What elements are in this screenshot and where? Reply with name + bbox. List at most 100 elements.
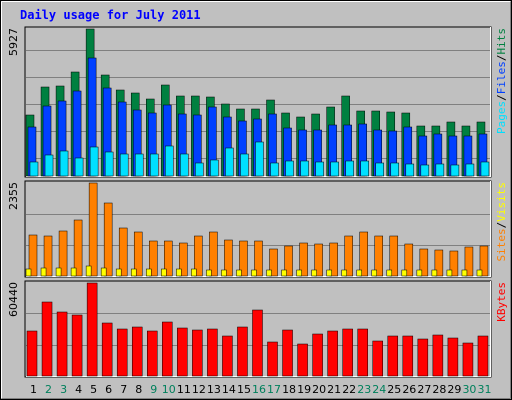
- day-label-5: 5: [90, 383, 97, 396]
- day-label-20: 20: [312, 383, 326, 396]
- bar-sites-day-10: [164, 240, 173, 277]
- bar-kbytes-day-11: [177, 327, 188, 377]
- bar-visits-day-14: [221, 269, 227, 277]
- bar-pages-day-19: [300, 160, 309, 177]
- legend-hits: Hits: [495, 28, 508, 55]
- day-label-31: 31: [477, 383, 491, 396]
- bar-pages-day-22: [345, 160, 354, 177]
- bar-sites-day-13: [209, 231, 218, 277]
- bar-sites-day-18: [284, 245, 293, 277]
- bar-sites-day-20: [314, 243, 323, 277]
- day-label-23: 23: [357, 383, 371, 396]
- bar-kbytes-day-1: [26, 330, 38, 377]
- bar-pages-day-28: [435, 163, 445, 177]
- legend-visits: Visits: [495, 182, 508, 222]
- bar-visits-day-1: [25, 268, 32, 277]
- series-legend: KBytes: [495, 282, 508, 322]
- bar-visits-day-23: [356, 269, 362, 277]
- bar-kbytes-day-6: [101, 322, 113, 377]
- bar-pages-day-30: [465, 163, 475, 177]
- bar-pages-day-13: [210, 159, 219, 177]
- panels-group: 5927Pages/Files/Hits2355Sites/Visits6044…: [7, 26, 508, 378]
- bar-sites-day-9: [149, 240, 158, 277]
- bar-sites-day-5: [88, 182, 98, 277]
- bar-pages-day-24: [375, 162, 384, 177]
- series-legend: Pages/Files/Hits: [495, 28, 508, 134]
- bar-visits-day-26: [401, 269, 408, 277]
- day-label-8: 8: [135, 383, 142, 396]
- bar-kbytes-day-25: [387, 335, 399, 377]
- panel-kbytes: 60440 KBytes: [7, 280, 508, 378]
- bar-kbytes-day-2: [41, 301, 53, 377]
- day-label-18: 18: [282, 383, 296, 396]
- bar-kbytes-day-23: [357, 328, 368, 377]
- bar-kbytes-day-17: [267, 341, 278, 377]
- legend-separator: /: [495, 222, 508, 229]
- bar-pages-day-21: [330, 161, 339, 177]
- bar-kbytes-day-31: [477, 335, 489, 377]
- day-label-2: 2: [45, 383, 52, 396]
- bar-pages-day-27: [420, 164, 430, 177]
- bar-kbytes-day-12: [192, 329, 203, 377]
- bar-visits-day-29: [446, 269, 453, 277]
- bar-sites-day-29: [449, 250, 459, 277]
- bar-pages-day-3: [59, 150, 69, 177]
- bar-kbytes-day-24: [372, 340, 383, 377]
- bar-sites-day-30: [464, 246, 474, 277]
- bar-visits-day-22: [341, 269, 347, 277]
- bar-sites-day-23: [359, 231, 368, 277]
- bar-visits-day-12: [191, 268, 197, 277]
- legend-files: Files: [495, 61, 508, 94]
- bar-visits-day-28: [431, 269, 438, 277]
- bar-sites-day-28: [434, 249, 444, 277]
- bar-sites-day-8: [133, 231, 143, 277]
- bar-visits-day-8: [130, 268, 137, 277]
- bar-pages-day-20: [315, 161, 324, 177]
- bar-kbytes-day-7: [116, 328, 128, 377]
- bar-pages-day-16: [255, 141, 264, 177]
- day-label-17: 17: [267, 383, 281, 396]
- bar-visits-day-25: [386, 269, 393, 277]
- bar-pages-day-5: [89, 146, 99, 177]
- day-label-4: 4: [75, 383, 82, 396]
- bar-pages-day-15: [240, 153, 249, 177]
- bar-sites-day-27: [419, 248, 429, 277]
- day-label-27: 27: [417, 383, 431, 396]
- day-label-21: 21: [327, 383, 341, 396]
- bar-visits-day-6: [100, 267, 107, 277]
- bar-kbytes-day-10: [162, 321, 173, 377]
- bar-sites-day-1: [28, 234, 38, 277]
- bar-sites-day-3: [58, 230, 68, 277]
- bar-visits-day-4: [70, 267, 77, 277]
- chart-title: Daily usage for July 2011: [20, 8, 201, 22]
- bar-sites-day-6: [103, 202, 113, 277]
- bar-kbytes-day-30: [462, 342, 474, 377]
- bar-pages-day-26: [405, 163, 415, 177]
- bar-kbytes-day-14: [222, 335, 233, 377]
- bar-kbytes-day-9: [147, 330, 158, 377]
- bar-kbytes-day-5: [86, 282, 98, 377]
- day-label-14: 14: [222, 383, 236, 396]
- day-label-25: 25: [387, 383, 401, 396]
- panel-visits-sites: 2355 Sites/Visits: [7, 180, 508, 278]
- bar-sites-day-24: [374, 235, 383, 277]
- bar-visits-day-7: [115, 268, 122, 277]
- bar-pages-day-29: [450, 164, 460, 177]
- day-label-29: 29: [447, 383, 461, 396]
- bar-kbytes-day-27: [417, 338, 429, 377]
- bar-visits-day-5: [85, 265, 92, 277]
- bar-kbytes-day-13: [207, 328, 218, 377]
- y-max-label: 2355: [7, 182, 20, 210]
- bar-visits-day-3: [55, 267, 62, 277]
- day-label-19: 19: [297, 383, 311, 396]
- bar-kbytes-day-16: [252, 309, 263, 377]
- bar-visits-day-27: [416, 269, 423, 277]
- bar-visits-day-24: [371, 269, 377, 277]
- bar-kbytes-day-4: [71, 314, 83, 377]
- legend-sites: Sites: [495, 228, 508, 261]
- bar-visits-day-19: [296, 269, 302, 277]
- bar-visits-day-15: [236, 269, 242, 277]
- bar-sites-day-21: [329, 242, 338, 277]
- bar-visits-day-9: [146, 268, 152, 277]
